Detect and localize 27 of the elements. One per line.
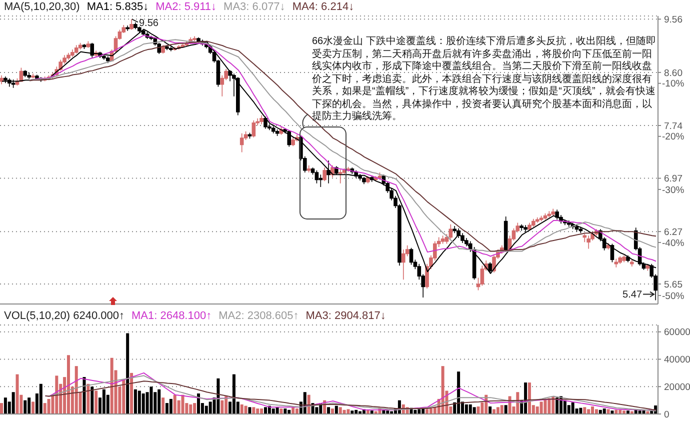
y-tick-label: 8.60	[664, 68, 682, 79]
text: MA2: 5.911↓	[156, 1, 217, 14]
annotation: 66水漫金山 下跌中途覆盖线：股价连续下滑后遭多头反抗，收出阳线，但随即受卖方压制，第二天稍高开盘后就有许多卖盘涌出，将股价向下压低至前一阳线实体内收市，形成下降途中覆盖线组合。当第二天股价下滑至前一阳线收盘价之下时，考虑追卖。此外，本跌组合下行速度与该阴线覆盖阳线的深度很有关系，如果是“盖帽线”，下行速度就将较为缓慢；假如是“灭顶线”，就会有快速下探的机会。当然，具体操作中，投资者要认真研究个股基本面和消息面，以提防主力骗线洗筹。	[312, 36, 657, 124]
y-tick-label: 20000	[664, 382, 690, 393]
text: MA4: 6.214↓	[292, 1, 354, 14]
text: MA1: 2648.100↑	[131, 310, 212, 323]
y-tick-label: 9.56	[664, 14, 682, 26]
y2-tick-label: -20%	[662, 132, 685, 143]
text: MA2: 2308.605↑	[218, 310, 299, 323]
y2-tick-label: -40%	[662, 238, 685, 249]
legend-title: MA(5,10,20,30)	[4, 1, 80, 14]
text: MA3: 2904.817↓	[306, 310, 386, 323]
y-tick-label: 6.27	[664, 226, 682, 238]
legend-title: VOL(5,10,20) 6240.000↑	[4, 310, 124, 323]
text: MA3: 6.077↓	[224, 1, 286, 14]
series-label: MA1: 5.835↓	[86, 1, 149, 14]
y-tick-label: 6.97	[664, 174, 682, 185]
y-tick-label: 0	[664, 409, 670, 420]
y-tick-label: 60000	[664, 327, 690, 338]
y-tick-label: 5.65	[664, 279, 682, 290]
annotation: 5.47	[622, 289, 642, 300]
y2-tick-label: -50%	[662, 290, 685, 302]
annotation: 9.56	[138, 18, 159, 30]
y-tick-label: 40000	[664, 354, 690, 366]
y2-tick-label: -30%	[662, 184, 685, 196]
y-tick-label: 7.74	[664, 120, 682, 132]
y2-tick-label: -10%	[662, 78, 685, 90]
